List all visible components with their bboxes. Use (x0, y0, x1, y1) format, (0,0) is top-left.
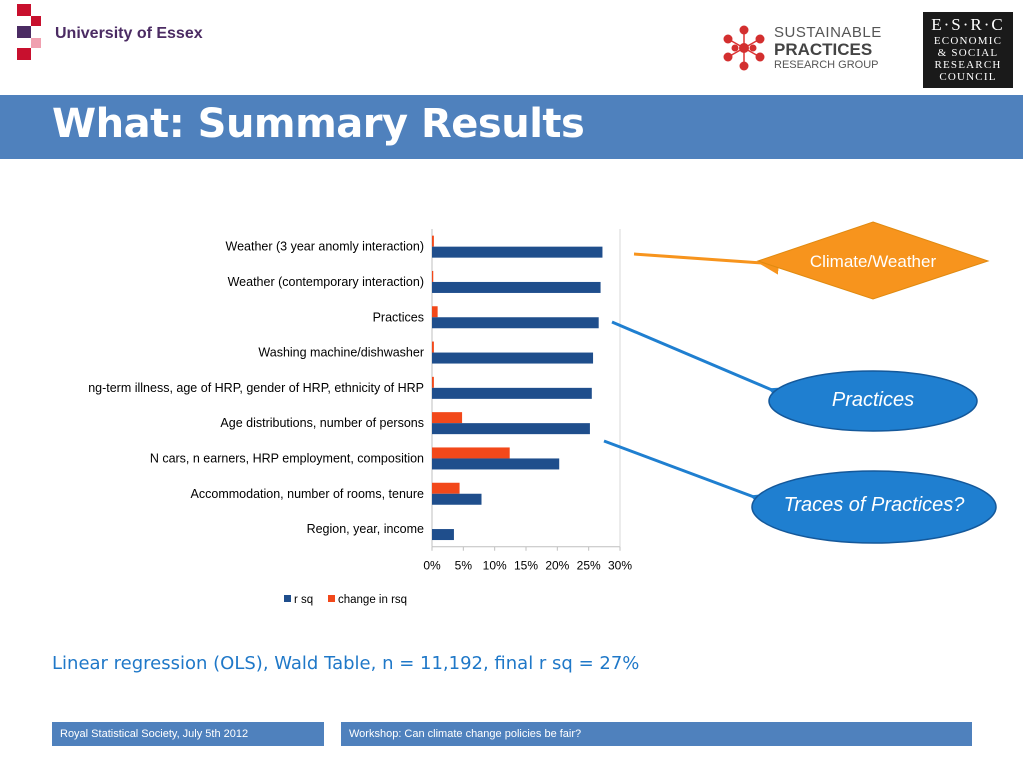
esrc-line-3: & SOCIAL (937, 47, 999, 59)
esrc-line-5: COUNCIL (939, 71, 997, 83)
footer-right: Workshop: Can climate change policies be… (341, 722, 972, 746)
x-tick-label: 0% (423, 559, 441, 573)
category-label: Region, year, income (307, 522, 424, 536)
category-label: Age distributions, number of persons (220, 416, 424, 430)
bar-r-sq (432, 529, 454, 541)
esrc-line-4: RESEARCH (934, 59, 1002, 71)
legend-label-change-in-rsq: change in rsq (338, 594, 407, 606)
bar-chart: Weather (3 year anomly interaction) Weath… (88, 229, 632, 606)
bar-r-sq (432, 458, 560, 470)
spr-line-3: RESEARCH GROUP (774, 59, 879, 71)
bar-change-in-rsq (432, 376, 434, 388)
esrc-line-2: ECONOMIC (933, 35, 1003, 47)
x-tick-label: 20% (545, 559, 569, 573)
bar-change-in-rsq (432, 341, 434, 353)
bar-r-sq (432, 317, 599, 329)
practices-label: Practices (831, 389, 915, 411)
university-of-essex-logo: University of Essex (17, 4, 207, 68)
esrc-line-1: E·S·R·C (931, 15, 1005, 34)
category-label: N cars, n earners, HRP employment, compo… (150, 451, 424, 465)
title-bar (0, 95, 1023, 159)
bar-change-in-rsq (432, 270, 434, 282)
spr-molecule-icon (723, 25, 765, 71)
bar-r-sq (432, 387, 592, 399)
category-label: Accommodation, number of rooms, tenure (191, 487, 424, 501)
spr-line-2: PRACTICES (774, 40, 873, 59)
climate-weather-label: Climate/Weather (809, 252, 937, 271)
page-title: What: Summary Results (52, 101, 585, 147)
essex-logo-text: University of Essex (55, 25, 203, 42)
category-label: Washing machine/dishwasher (258, 346, 424, 360)
bar-r-sq (432, 493, 482, 505)
category-label: Weather (3 year anomly interaction) (226, 240, 424, 254)
x-tick-label: 10% (483, 559, 507, 573)
category-label: ng-term illness, age of HRP, gender of H… (88, 381, 424, 395)
spr-line-1: SUSTAINABLE (774, 24, 882, 41)
x-tick-label: 15% (514, 559, 538, 573)
x-tick-label: 30% (608, 559, 632, 573)
bar-r-sq (432, 352, 594, 364)
bar-change-in-rsq (432, 235, 434, 247)
bar-change-in-rsq (432, 482, 460, 494)
bar-change-in-rsq (432, 412, 463, 424)
x-tick-label: 5% (455, 559, 473, 573)
x-tick-label: 25% (577, 559, 601, 573)
legend-swatch-change-in-rsq (328, 595, 335, 602)
bar-r-sq (432, 281, 601, 293)
sustainable-practices-logo: SUSTAINABLE PRACTICES RESEARCH GROUP (720, 24, 900, 80)
category-label: Practices (373, 310, 424, 324)
esrc-logo: E·S·R·C ECONOMIC & SOCIAL RESEARCH COUNC… (923, 12, 1013, 88)
regression-caption: Linear regression (OLS), Wald Table, n =… (52, 653, 640, 674)
bar-change-in-rsq (432, 306, 438, 318)
category-label: Weather (contemporary interaction) (228, 275, 424, 289)
footer-left: Royal Statistical Society, July 5th 2012 (52, 722, 324, 746)
legend-swatch-r-sq (284, 595, 291, 602)
bar-r-sq (432, 423, 590, 435)
bar-r-sq (432, 246, 603, 258)
essex-mark-icon (17, 4, 49, 66)
bar-change-in-rsq (432, 447, 510, 459)
traces-of-practices-label: Traces of Practices? (783, 494, 965, 516)
legend-label-r-sq: r sq (294, 594, 313, 606)
